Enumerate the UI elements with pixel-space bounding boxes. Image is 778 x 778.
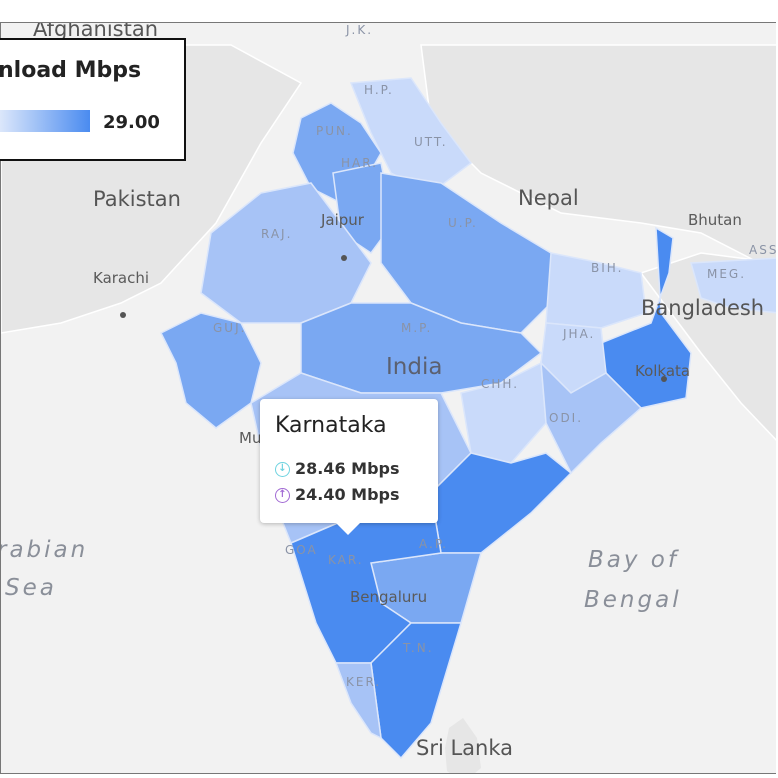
label-india: India <box>386 354 443 380</box>
label-karachi: Karachi <box>93 269 150 287</box>
label-ker: KER. <box>346 675 382 689</box>
region-odisha[interactable] <box>540 361 643 475</box>
region-rajasthan[interactable] <box>200 182 372 324</box>
label-odi: ODI. <box>549 411 584 425</box>
legend-title: nload Mbps <box>0 58 142 83</box>
label-arabian-1: rabian <box>0 537 89 563</box>
region-tamil-nadu[interactable] <box>370 622 463 760</box>
label-guj: GUJ. <box>213 321 247 335</box>
label-raj: RAJ. <box>261 227 293 241</box>
city-dot-kolkata <box>661 376 667 382</box>
city-dot-jaipur <box>341 255 347 261</box>
label-up: U.P. <box>448 216 478 230</box>
label-afghanistan: Afghanistan <box>33 22 159 41</box>
label-utt: UTT. <box>414 135 448 149</box>
label-nepal: Nepal <box>518 186 579 210</box>
legend-max-value: 29.00 <box>103 112 160 133</box>
label-bhutan: Bhutan <box>688 211 742 229</box>
legend-gradient-bar <box>0 110 90 132</box>
label-mumbai: Mu <box>239 429 262 447</box>
label-sri-lanka: Sri Lanka <box>416 736 514 760</box>
label-ap: A.P. <box>419 537 448 551</box>
label-bih: BIH. <box>591 261 624 275</box>
tooltip-download-value: 28.46 Mbps <box>295 459 400 478</box>
region-up[interactable] <box>380 172 562 334</box>
label-mp: M.P. <box>401 321 433 335</box>
label-kar: KAR. <box>328 553 364 567</box>
label-hp: H.P. <box>364 83 394 97</box>
region-northeast[interactable] <box>690 257 776 314</box>
label-pun: PUN. <box>316 124 353 138</box>
label-jaipur: Jaipur <box>321 211 364 229</box>
label-bengaluru: Bengaluru <box>350 588 428 606</box>
label-bay-2: Bengal <box>584 587 682 613</box>
label-tn: T.N. <box>403 641 434 655</box>
tooltip-download-row: ↓ 28.46 Mbps <box>275 459 400 478</box>
upload-arrow-icon: ↑ <box>275 488 290 503</box>
label-chh: CHH. <box>481 377 520 391</box>
download-arrow-icon: ↓ <box>275 462 290 477</box>
tooltip-upload-value: 24.40 Mbps <box>295 485 400 504</box>
map-frame[interactable]: Afghanistan J.K. H.P. PUN. UTT. HAR. Pak… <box>0 22 776 774</box>
sri-lanka-land <box>445 718 481 773</box>
tooltip-upload-row: ↑ 24.40 Mbps <box>275 485 400 504</box>
label-jk: J.K. <box>346 23 374 37</box>
label-goa: GOA <box>285 543 318 557</box>
label-har: HAR. <box>341 156 378 170</box>
region-kerala[interactable] <box>334 662 382 740</box>
label-pakistan: Pakistan <box>93 187 181 211</box>
map-legend: nload Mbps 29.00 <box>0 38 186 161</box>
region-himalaya[interactable] <box>349 77 473 194</box>
tooltip-title: Karnataka <box>275 413 387 438</box>
region-tooltip: Karnataka ↓ 28.46 Mbps ↑ 24.40 Mbps <box>260 399 438 535</box>
label-bay-1: Bay of <box>588 547 679 573</box>
label-jha: JHA. <box>563 327 596 341</box>
label-arabian-2: Sea <box>5 575 57 601</box>
city-dot-karachi <box>120 312 126 318</box>
label-ass: ASS <box>749 243 776 257</box>
label-bangladesh: Bangladesh <box>641 296 765 320</box>
label-meg: MEG. <box>707 267 747 281</box>
label-kolkata: Kolkata <box>635 362 691 380</box>
